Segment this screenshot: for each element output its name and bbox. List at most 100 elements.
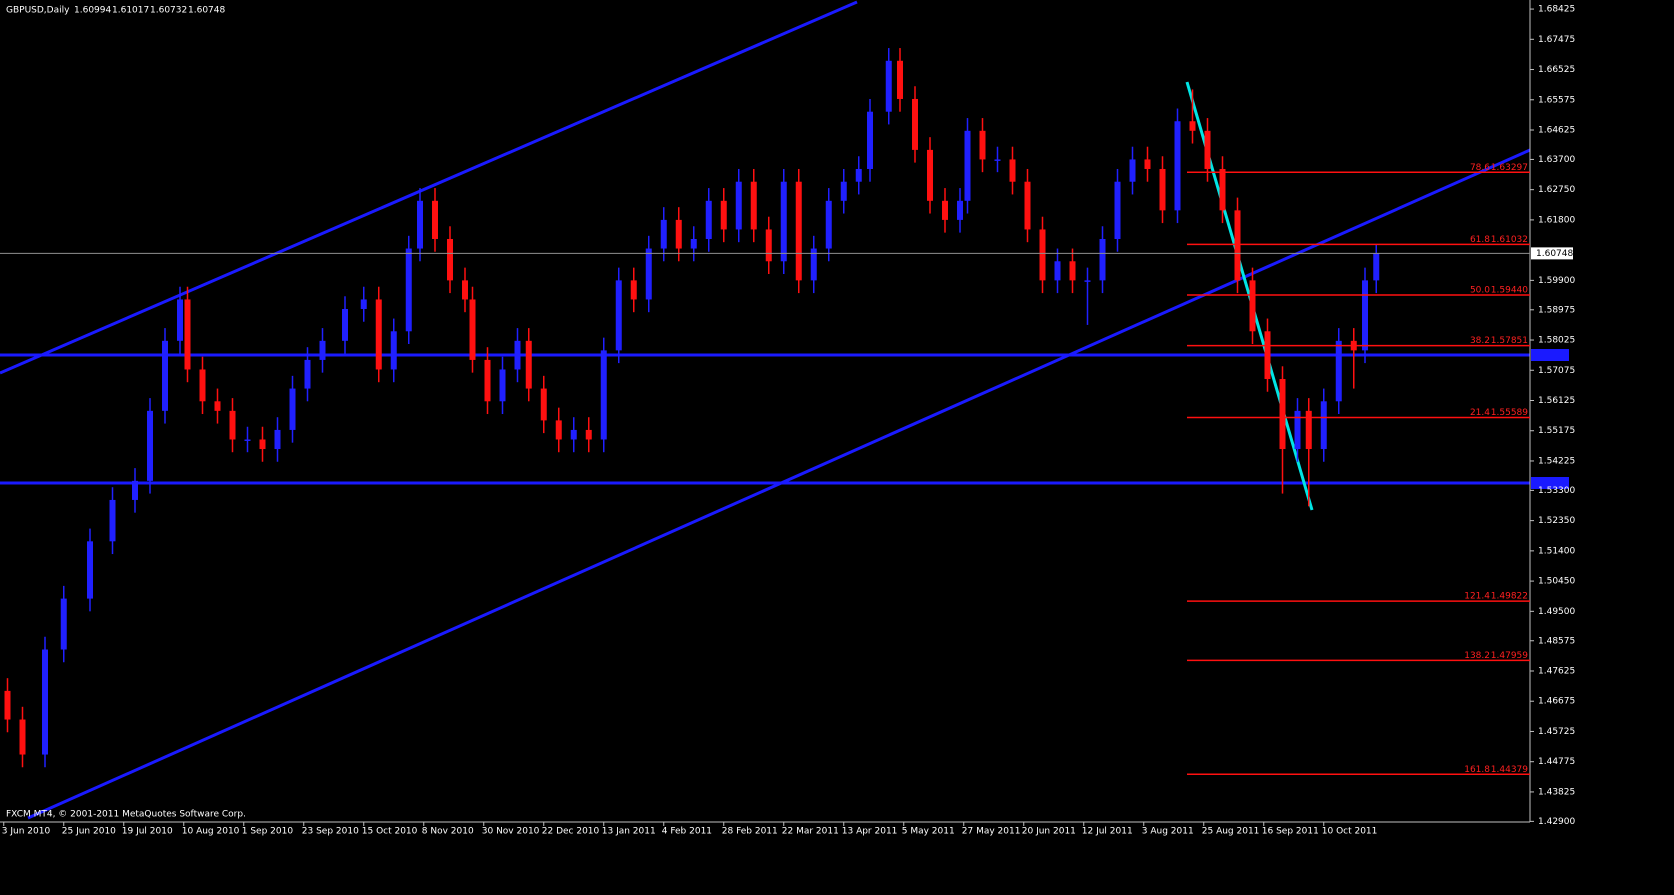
candle-body xyxy=(942,200,948,220)
y-tick-label: 1.51400 xyxy=(1538,546,1575,556)
level-marker xyxy=(1531,477,1569,489)
candle-body xyxy=(304,359,311,389)
candle-body xyxy=(979,130,986,160)
candle-body xyxy=(780,181,787,262)
fib-ratio: 61.8 xyxy=(1470,235,1490,245)
header-price: 1.61017 xyxy=(112,6,149,16)
fib-price: 1.61032 xyxy=(1491,235,1528,245)
candle-body xyxy=(1054,261,1061,281)
symbol: GBPUSD,Daily xyxy=(6,6,70,16)
candle-body xyxy=(1320,401,1327,450)
y-tick-label: 1.58975 xyxy=(1538,305,1575,315)
candle-body xyxy=(375,299,382,370)
candle-body xyxy=(615,280,622,351)
candle-body xyxy=(390,331,397,370)
x-tick-label: 27 May 2011 xyxy=(962,827,1021,837)
candle-body xyxy=(1144,159,1151,169)
candle-body xyxy=(1249,280,1256,332)
fib-price: 1.63297 xyxy=(1491,163,1528,173)
candle-body xyxy=(994,159,1001,161)
candle-body xyxy=(897,60,903,99)
candle-body xyxy=(825,200,832,249)
fib-ratio: 161.8 xyxy=(1464,765,1490,775)
y-tick-label: 1.58025 xyxy=(1538,336,1575,346)
candle-body xyxy=(147,410,153,481)
fib-ratio: 78.6 xyxy=(1470,163,1490,173)
x-tick-label: 28 Feb 2011 xyxy=(722,827,778,837)
candle-body xyxy=(1129,159,1136,182)
candle-body xyxy=(585,429,592,440)
x-tick-label: 5 May 2011 xyxy=(902,827,955,837)
x-tick-label: 22 Mar 2011 xyxy=(782,827,839,837)
x-tick-label: 4 Feb 2011 xyxy=(662,827,712,837)
current-price-label: 1.60748 xyxy=(1536,249,1573,259)
candle-body xyxy=(289,388,296,430)
x-tick-label: 3 Aug 2011 xyxy=(1142,827,1194,837)
fib-price: 1.49822 xyxy=(1491,592,1528,602)
candle-body xyxy=(705,200,712,239)
candle-body xyxy=(570,429,577,440)
candle-body xyxy=(60,598,67,650)
y-tick-label: 1.67475 xyxy=(1538,35,1575,45)
candle-body xyxy=(1084,280,1091,282)
header-price: 1.60732 xyxy=(150,6,187,16)
x-tick-label: 30 Nov 2010 xyxy=(482,827,540,837)
candle-body xyxy=(484,359,491,402)
y-tick-label: 1.43825 xyxy=(1538,787,1575,797)
candle-body xyxy=(840,181,847,201)
y-tick-label: 1.50450 xyxy=(1538,577,1575,587)
footer: FXCM MT4, © 2001-2011 MetaQuotes Softwar… xyxy=(6,810,246,820)
y-tick-label: 1.45725 xyxy=(1538,727,1575,737)
fib-price: 1.59440 xyxy=(1491,286,1528,296)
y-tick-label: 1.62750 xyxy=(1538,185,1575,195)
y-tick-label: 1.63700 xyxy=(1538,155,1575,165)
candle-body xyxy=(964,130,971,201)
y-tick-label: 1.56125 xyxy=(1538,396,1575,406)
y-tick-label: 1.57075 xyxy=(1538,366,1575,376)
fib-ratio: 138.2 xyxy=(1464,651,1490,661)
candle-body xyxy=(540,388,547,421)
candle-body xyxy=(462,280,468,300)
candle-body xyxy=(259,439,266,450)
candle-body xyxy=(1174,121,1181,211)
candle-body xyxy=(19,719,26,755)
candle-body xyxy=(600,350,607,440)
candle-body xyxy=(1219,168,1226,211)
candle-body xyxy=(750,181,757,230)
x-tick-label: 22 Dec 2010 xyxy=(542,827,600,837)
candle-body xyxy=(342,309,348,341)
candle-body xyxy=(1039,229,1046,281)
candle-body xyxy=(162,340,168,411)
candle-body xyxy=(810,248,817,281)
x-tick-label: 1 Sep 2010 xyxy=(242,827,294,837)
current-price-box xyxy=(1531,247,1573,260)
x-tick-label: 12 Jul 2011 xyxy=(1082,827,1133,837)
candle-body xyxy=(319,340,326,360)
candle-body xyxy=(645,248,652,300)
candle-body xyxy=(912,98,918,150)
candle-body xyxy=(1373,253,1380,281)
y-tick-label: 1.66525 xyxy=(1538,65,1575,75)
candle-body xyxy=(765,229,772,262)
candle-body xyxy=(1189,121,1196,131)
candle-body xyxy=(1305,410,1312,450)
candle-body xyxy=(360,299,367,310)
candle-body xyxy=(690,238,697,249)
candle-body xyxy=(514,340,521,370)
candle-body xyxy=(42,649,48,755)
candle-body xyxy=(555,420,562,440)
y-tick-label: 1.64625 xyxy=(1538,125,1575,135)
candle-body xyxy=(867,111,873,169)
x-tick-label: 16 Sep 2011 xyxy=(1262,827,1319,837)
x-tick-label: 15 Oct 2010 xyxy=(362,827,418,837)
candle-body xyxy=(885,60,892,112)
candle-body xyxy=(499,369,506,402)
y-tick-label: 1.68425 xyxy=(1538,5,1575,15)
x-tick-label: 3 Jun 2010 xyxy=(2,827,51,837)
candle-body xyxy=(660,219,667,249)
candle-body xyxy=(469,299,476,360)
candle-body xyxy=(855,168,862,182)
candle-body xyxy=(927,149,933,201)
candle-body xyxy=(132,480,138,500)
